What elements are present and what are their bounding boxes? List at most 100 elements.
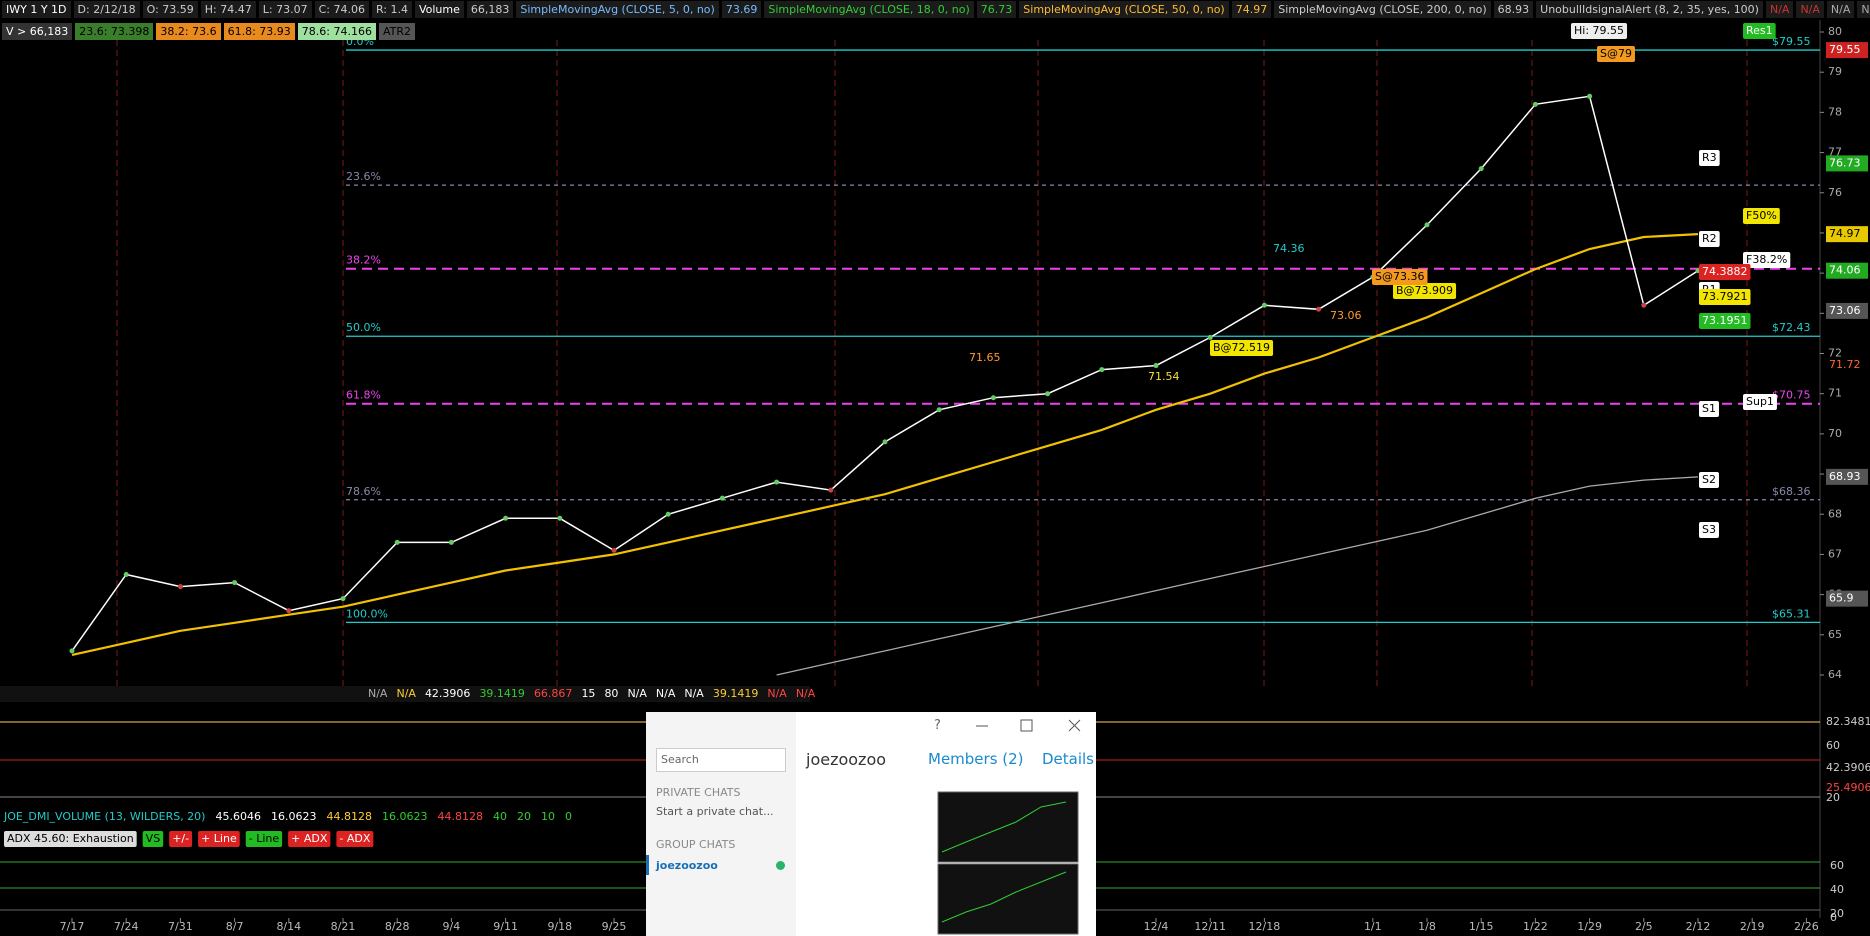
price-tag: 68.93 (1829, 470, 1861, 483)
details-link[interactable]: Details (1042, 750, 1095, 768)
close-point (774, 479, 780, 485)
chat-window: Search PRIVATE CHATS Start a private cha… (646, 712, 1096, 936)
dmi-legend: + Line (201, 832, 237, 845)
close-point (69, 648, 75, 654)
chart-annotation-bg (1597, 46, 1635, 62)
members-link[interactable]: Members (2) (928, 750, 1024, 768)
header-item[interactable]: N/A (1796, 1, 1824, 18)
chart-annotation-bg (1699, 313, 1751, 329)
thumbnail[interactable] (937, 791, 1079, 863)
header-item[interactable]: D: 2/12/18 (73, 1, 140, 18)
dmi-legend-bg (198, 831, 240, 847)
header-item[interactable]: 74.97 (1231, 1, 1272, 18)
x-tick-label: 1/1 (1364, 920, 1382, 933)
fib-label: 50.0% (346, 321, 381, 334)
fib-item: 23.6: 73.398 (75, 23, 154, 40)
header-item[interactable]: H: 74.47 (200, 1, 256, 18)
chart-annotation: R3 (1702, 151, 1717, 164)
close-point (340, 596, 346, 602)
header-item[interactable]: 68.93 (1493, 1, 1534, 18)
price-tag: 73.06 (1829, 304, 1861, 317)
fib-item: ATR2 (378, 23, 416, 40)
y-tick-label: 65 (1828, 628, 1842, 641)
dmi-legend-bg (245, 831, 283, 847)
chart-annotation: Res1 (1746, 24, 1773, 37)
header-item[interactable]: N/A (1765, 1, 1794, 18)
price-tag-bg (1826, 155, 1868, 172)
header-item[interactable]: L: 73.07 (258, 1, 312, 18)
dmi-value: 44.8128 (326, 810, 372, 823)
x-tick-label: 7/17 (60, 920, 85, 933)
fib-label: 100.0% (346, 607, 388, 620)
header-item[interactable]: R: 1.4 (371, 1, 412, 18)
chart-annotation: B@73.909 (1396, 284, 1453, 297)
chart-annotation-bg (1699, 150, 1720, 166)
header-item[interactable]: SimpleMovingAvg (CLOSE, 5, 0, no) (516, 1, 719, 18)
x-tick-label: 2/12 (1686, 920, 1711, 933)
chart-annotation-bg (1699, 289, 1751, 305)
close-point (286, 608, 292, 614)
close-point (448, 539, 454, 545)
hint[interactable]: Start a private chat... (656, 805, 774, 818)
close-point (1478, 166, 1484, 172)
header-item[interactable]: 66,183 (466, 1, 514, 18)
fib-item: 78.6: 74.166 (297, 23, 376, 40)
close-point (1641, 302, 1647, 308)
close[interactable] (1068, 719, 1081, 732)
x-tick-label: 2/19 (1740, 920, 1765, 933)
group-item[interactable]: joezoozoo (656, 859, 718, 872)
fib-price: $70.75 (1772, 389, 1811, 402)
maximize[interactable] (1020, 719, 1033, 732)
header-item[interactable]: C: 74.06 (314, 1, 369, 18)
header-item[interactable]: N/A (1826, 1, 1855, 18)
y-tick-label: 71 (1828, 387, 1842, 400)
chart-annotation: R2 (1702, 232, 1717, 245)
header-item[interactable]: N/A (1857, 1, 1870, 18)
x-tick-label: 8/14 (276, 920, 301, 933)
y-tick-label: 68 (1828, 507, 1842, 520)
header-item[interactable]: O: 73.59 (142, 1, 198, 18)
dmi-axis-label: 20 (1830, 907, 1844, 920)
chart-annotation: 74.3882 (1702, 265, 1748, 278)
header-item[interactable]: UnobullIdsignalAlert (8, 2, 35, yes, 100… (1536, 1, 1763, 18)
x-tick-label: 12/4 (1144, 920, 1169, 933)
header-item[interactable]: IWY 1 Y 1D (2, 1, 71, 18)
osc-value: N/A (767, 687, 787, 700)
sma200-line (776, 476, 1699, 676)
header-item[interactable]: SimpleMovingAvg (CLOSE, 50, 0, no) (1019, 1, 1229, 18)
close-point (665, 511, 671, 517)
chart-annotation: Hi: 79.55 (1574, 24, 1624, 37)
close-point (1424, 222, 1430, 228)
price-tag: 79.55 (1829, 43, 1861, 56)
header-item[interactable]: SimpleMovingAvg (CLOSE, 18, 0, no) (764, 1, 974, 18)
search-box[interactable]: Search (656, 748, 786, 772)
close-point (828, 487, 834, 493)
dmi-value: 20 (517, 810, 531, 823)
chart-annotation: 73.7921 (1702, 290, 1748, 303)
osc-value: 80 (604, 687, 618, 700)
header-item[interactable]: 73.69 (721, 1, 762, 18)
chart-annotation: S1 (1702, 402, 1716, 415)
y-tick-label: 76 (1828, 186, 1842, 199)
thumb-line (941, 871, 1067, 923)
chart-annotation: S2 (1702, 473, 1716, 486)
thumbnail[interactable] (937, 863, 1079, 935)
chart-annotation-bg (1743, 208, 1780, 224)
chart-annotation: B@72.519 (1213, 341, 1270, 354)
dmi-legend: VS (146, 832, 161, 845)
dmi-value: 40 (493, 810, 507, 823)
header-item[interactable]: SimpleMovingAvg (CLOSE, 200, 0, no) (1274, 1, 1491, 18)
chart-annotation: 73.1951 (1702, 314, 1748, 327)
dmi-legend: +/- (172, 832, 189, 845)
header-item[interactable]: Volume (414, 1, 464, 18)
fib-label: 23.6% (346, 170, 381, 183)
osc-value: N/A (684, 687, 704, 700)
header-item[interactable]: 76.73 (976, 1, 1017, 18)
help-button[interactable]: ? (934, 718, 941, 733)
chart-annotation: F50% (1746, 209, 1777, 222)
chart-annotation: Sup1 (1746, 395, 1774, 408)
fib-item: 38.2: 73.6 (156, 23, 221, 40)
chart-annotation-bg (1699, 472, 1719, 488)
